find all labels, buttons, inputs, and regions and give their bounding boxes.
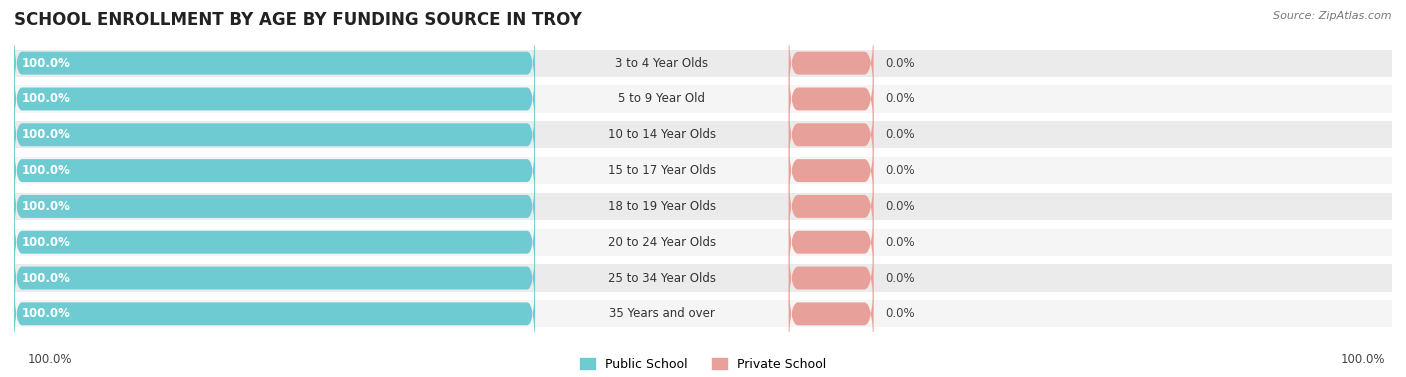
Text: 0.0%: 0.0% [886,128,915,141]
Text: 25 to 34 Year Olds: 25 to 34 Year Olds [607,271,716,285]
Bar [537,264,786,292]
Bar [537,49,786,77]
Bar [786,193,1392,220]
Text: 0.0%: 0.0% [886,307,915,320]
Text: 0.0%: 0.0% [886,271,915,285]
Text: 0.0%: 0.0% [886,164,915,177]
FancyBboxPatch shape [789,57,873,141]
FancyBboxPatch shape [789,236,873,320]
Text: 100.0%: 100.0% [22,307,70,320]
Bar [786,228,1392,256]
Bar [786,121,1392,149]
FancyBboxPatch shape [14,200,536,285]
Bar [786,300,1392,328]
Bar [786,85,1392,113]
Text: 100.0%: 100.0% [22,236,70,249]
Text: 100.0%: 100.0% [22,164,70,177]
Legend: Public School, Private School: Public School, Private School [579,358,827,371]
Text: 100.0%: 100.0% [22,92,70,106]
FancyBboxPatch shape [789,128,873,213]
Text: 15 to 17 Year Olds: 15 to 17 Year Olds [607,164,716,177]
Text: Source: ZipAtlas.com: Source: ZipAtlas.com [1274,11,1392,21]
FancyBboxPatch shape [14,271,536,356]
Text: 10 to 14 Year Olds: 10 to 14 Year Olds [607,128,716,141]
FancyBboxPatch shape [789,92,873,177]
FancyBboxPatch shape [14,92,536,177]
Bar [14,300,537,328]
FancyBboxPatch shape [789,200,873,285]
Text: 20 to 24 Year Olds: 20 to 24 Year Olds [607,236,716,249]
Text: 100.0%: 100.0% [22,128,70,141]
Bar [537,157,786,184]
FancyBboxPatch shape [14,21,536,106]
Text: 100.0%: 100.0% [22,271,70,285]
Bar [786,49,1392,77]
FancyBboxPatch shape [14,128,536,213]
Bar [537,228,786,256]
Text: 100.0%: 100.0% [22,57,70,70]
Text: 3 to 4 Year Olds: 3 to 4 Year Olds [614,57,709,70]
Bar [14,157,537,184]
Text: 100.0%: 100.0% [1340,353,1385,366]
Bar [537,121,786,149]
Text: 0.0%: 0.0% [886,200,915,213]
FancyBboxPatch shape [789,164,873,249]
Bar [14,193,537,220]
FancyBboxPatch shape [14,164,536,249]
Text: 18 to 19 Year Olds: 18 to 19 Year Olds [607,200,716,213]
Text: 0.0%: 0.0% [886,236,915,249]
Text: 0.0%: 0.0% [886,57,915,70]
FancyBboxPatch shape [789,21,873,106]
FancyBboxPatch shape [789,271,873,356]
Text: 100.0%: 100.0% [28,353,73,366]
Bar [14,121,537,149]
Bar [786,264,1392,292]
Bar [14,228,537,256]
Text: 0.0%: 0.0% [886,92,915,106]
FancyBboxPatch shape [14,236,536,320]
Bar [14,264,537,292]
FancyBboxPatch shape [14,57,536,141]
Bar [14,49,537,77]
Text: 35 Years and over: 35 Years and over [609,307,714,320]
Bar [786,157,1392,184]
Bar [537,193,786,220]
Bar [537,85,786,113]
Bar [537,300,786,328]
Text: 5 to 9 Year Old: 5 to 9 Year Old [619,92,706,106]
Text: SCHOOL ENROLLMENT BY AGE BY FUNDING SOURCE IN TROY: SCHOOL ENROLLMENT BY AGE BY FUNDING SOUR… [14,11,582,29]
Text: 100.0%: 100.0% [22,200,70,213]
Bar [14,85,537,113]
